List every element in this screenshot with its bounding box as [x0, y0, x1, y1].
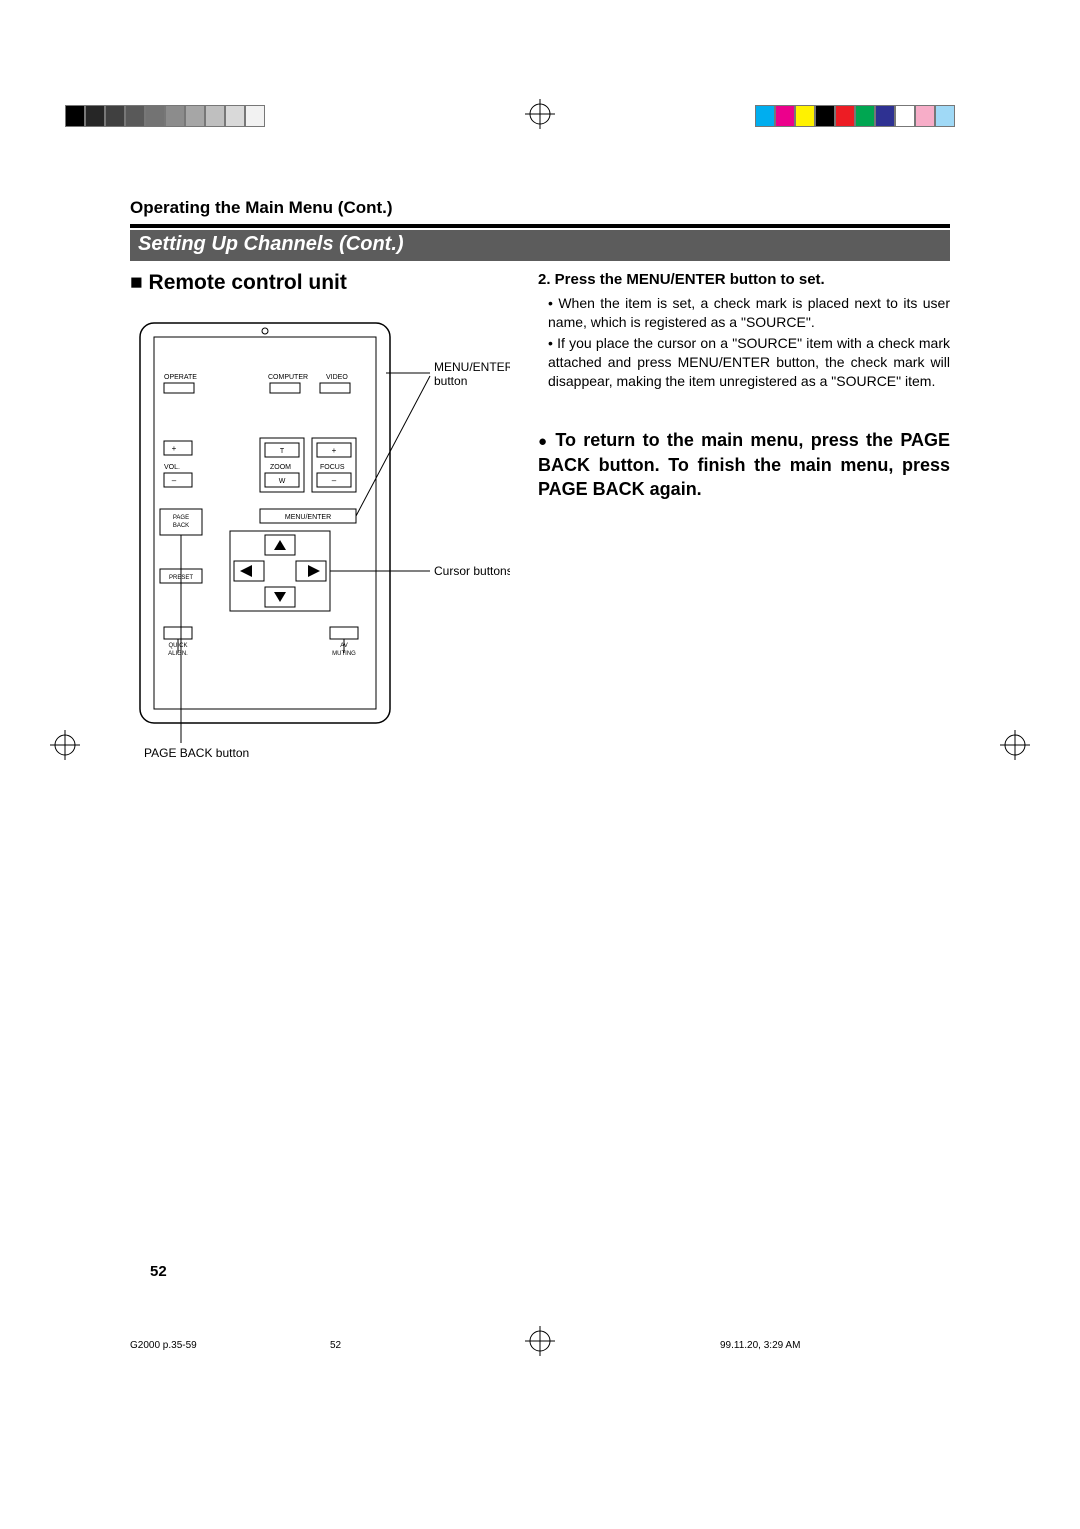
remote-svg: OPERATE COMPUTER VIDEO MENU/ENTERbutton … [130, 313, 510, 783]
crosshair-icon [1000, 730, 1030, 760]
svg-text:VIDEO: VIDEO [326, 374, 348, 381]
step-bullets: When the item is set, a check mark is pl… [548, 294, 950, 390]
remote-diagram: OPERATE COMPUTER VIDEO MENU/ENTERbutton … [130, 313, 510, 788]
svg-text:FOCUS: FOCUS [320, 464, 345, 471]
remote-title: ■ Remote control unit [130, 271, 510, 295]
svg-text:ZOOM: ZOOM [270, 464, 291, 471]
svg-text:T: T [280, 448, 285, 455]
bullet-item: When the item is set, a check mark is pl… [548, 294, 950, 332]
registration-mark-top [525, 99, 555, 134]
page-number: 52 [150, 1263, 167, 1280]
color-swatch [875, 105, 895, 127]
svg-text:MENU/ENTER: MENU/ENTER [285, 514, 331, 521]
gray-swatch [85, 105, 105, 127]
registration-mark-right [1000, 730, 1030, 765]
label-operate: OPERATE [164, 374, 197, 381]
crosshair-icon [50, 730, 80, 760]
crosshair-icon [525, 1326, 555, 1356]
page-content: Operating the Main Menu (Cont.) Setting … [130, 198, 950, 788]
gray-swatch [125, 105, 145, 127]
gray-swatch [225, 105, 245, 127]
color-swatch [935, 105, 955, 127]
imprint-mid: 52 [330, 1340, 341, 1351]
svg-text:PAGE: PAGE [173, 515, 189, 521]
gray-swatch [245, 105, 265, 127]
right-column: 2. Press the MENU/ENTER button to set. W… [538, 271, 950, 788]
color-swatch [795, 105, 815, 127]
svg-text:BACK: BACK [173, 523, 189, 529]
gray-swatch [145, 105, 165, 127]
imprint-right: 99.11.20, 3:29 AM [720, 1340, 800, 1351]
registration-mark-left [50, 730, 80, 765]
svg-text:VOL.: VOL. [164, 464, 180, 471]
gray-scale-bars [65, 105, 265, 132]
color-bars [755, 105, 955, 132]
gray-swatch [185, 105, 205, 127]
color-swatch [855, 105, 875, 127]
color-swatch [815, 105, 835, 127]
svg-text:–: – [332, 476, 337, 485]
return-instruction: To return to the main menu, press the PA… [538, 428, 950, 501]
left-column: ■ Remote control unit OPERATE COMPUTER V… [130, 271, 510, 788]
breadcrumb-title: Operating the Main Menu (Cont.) [130, 198, 950, 218]
label-page-back: PAGE BACK button [144, 746, 249, 760]
svg-text:–: – [172, 476, 177, 485]
svg-text:COMPUTER: COMPUTER [268, 374, 308, 381]
color-swatch [755, 105, 775, 127]
color-swatch [835, 105, 855, 127]
crosshair-icon [525, 99, 555, 129]
imprint-left: G2000 p.35-59 [130, 1340, 197, 1351]
svg-text:+: + [332, 446, 337, 455]
registration-mark-bottom [525, 1326, 555, 1361]
color-swatch [895, 105, 915, 127]
color-swatch [775, 105, 795, 127]
gray-swatch [205, 105, 225, 127]
svg-text:+: + [172, 444, 177, 453]
color-swatch [915, 105, 935, 127]
svg-text:W: W [279, 478, 286, 485]
section-title: Setting Up Channels (Cont.) [130, 230, 950, 261]
bullet-item: If you place the cursor on a "SOURCE" it… [548, 334, 950, 391]
gray-swatch [105, 105, 125, 127]
horizontal-rule [130, 224, 950, 228]
label-menu-enter: MENU/ENTERbutton [434, 360, 510, 388]
remote-title-text: Remote control unit [149, 271, 347, 294]
gray-swatch [165, 105, 185, 127]
gray-swatch [65, 105, 85, 127]
step-title: 2. Press the MENU/ENTER button to set. [538, 271, 950, 288]
print-marks-top [65, 105, 1015, 129]
label-cursor: Cursor buttons [434, 564, 510, 578]
